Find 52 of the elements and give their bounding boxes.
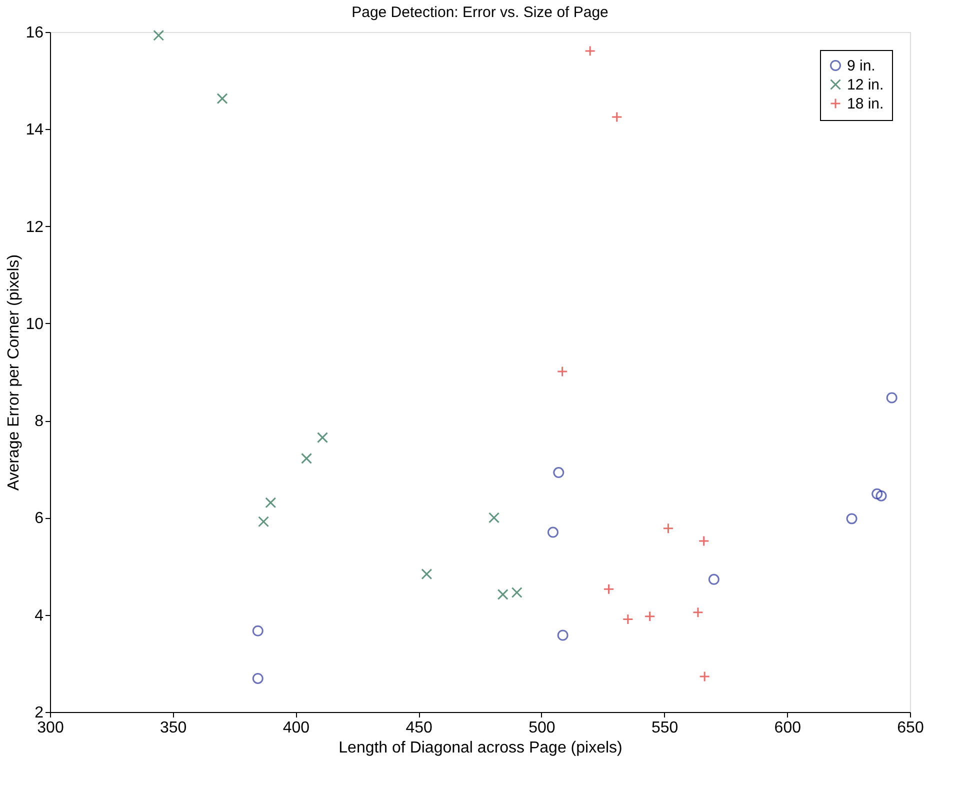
point	[488, 512, 500, 524]
point	[584, 45, 596, 56]
legend-label: 9 in.	[847, 58, 876, 74]
point	[644, 610, 656, 622]
point	[216, 93, 228, 104]
point	[692, 606, 704, 618]
legend-label: 12 in.	[847, 76, 884, 94]
y-tick-label: 16	[26, 24, 44, 42]
x-tick-label: 600	[774, 720, 802, 736]
x-tick-label: 400	[282, 720, 310, 736]
chart-title: Page Detection: Error vs. Size of Page	[352, 4, 608, 21]
point	[662, 522, 674, 534]
y-tick-label: 10	[26, 316, 44, 333]
point	[317, 432, 328, 444]
point	[301, 452, 312, 464]
point	[872, 488, 883, 500]
point	[265, 497, 276, 508]
y-tick-label: 6	[34, 510, 44, 528]
point	[622, 614, 634, 625]
point	[511, 587, 522, 598]
x-tick-label: 500	[528, 720, 556, 736]
y-tick-label: 12	[26, 218, 44, 236]
point	[708, 574, 720, 585]
point	[153, 30, 164, 41]
point	[611, 112, 622, 122]
legend-label: 18 in.	[847, 96, 884, 112]
point	[699, 671, 710, 682]
point	[497, 588, 508, 600]
y-axis-title: Average Error per Corner (pixels)	[6, 254, 23, 491]
y-tick-label: 4	[34, 607, 44, 624]
point	[252, 673, 264, 684]
x-tick-label: 550	[651, 720, 678, 736]
x-tick-label: 650	[897, 720, 924, 736]
x-tick-label: 450	[406, 720, 433, 736]
point	[553, 467, 564, 478]
y-tick-label: 2	[34, 704, 44, 722]
point	[252, 625, 264, 636]
point	[886, 392, 898, 404]
point	[603, 584, 614, 595]
point	[556, 366, 568, 378]
x-axis-title: Length of Diagonal across Page (pixels)	[338, 740, 622, 756]
point	[846, 513, 858, 524]
x-tick-label: 350	[160, 720, 187, 736]
point	[698, 536, 710, 547]
point	[557, 630, 568, 641]
x-tick-label: 300	[37, 720, 64, 736]
y-tick-label: 8	[34, 413, 44, 430]
point	[258, 516, 270, 528]
point	[547, 526, 558, 538]
point	[876, 490, 887, 502]
point	[421, 568, 432, 580]
y-tick-label: 14	[26, 122, 44, 139]
